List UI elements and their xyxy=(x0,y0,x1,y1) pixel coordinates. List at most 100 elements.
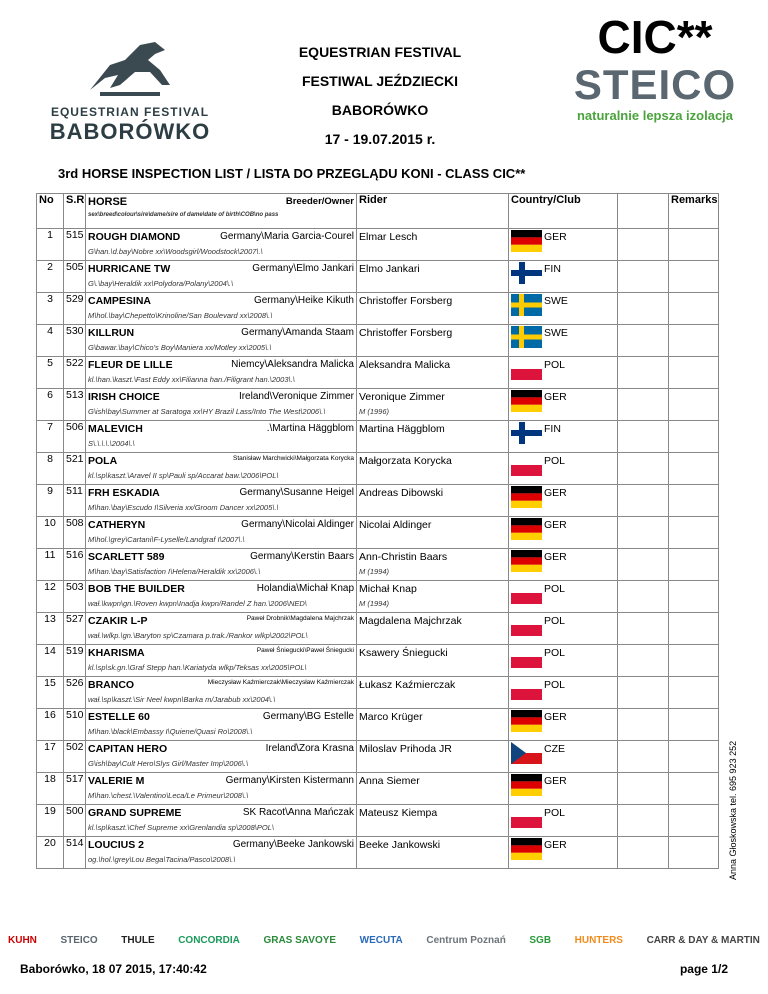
row-horse: CATHERYN Germany\Nicolai Aldinger M\hol.\… xyxy=(85,516,357,549)
breeder-label: Breeder/Owner xyxy=(285,196,354,207)
rider-name: Magdalena Majchrzak xyxy=(359,615,462,627)
row-horse: VALERIE M Germany\Kirsten Kistermann M\ha… xyxy=(85,772,357,805)
horse-name: FLEUR DE LILLE xyxy=(88,359,173,371)
flag-ger-icon xyxy=(511,550,542,572)
row-remarks xyxy=(668,292,719,325)
horse-name: HURRICANE TW xyxy=(88,263,171,275)
table-row: 7 506 MALEVICH .\Martina Häggblom S\.\.\.… xyxy=(36,420,719,453)
row-country: GER xyxy=(508,548,618,581)
row-remarks xyxy=(668,516,719,549)
row-no: 6 xyxy=(36,388,64,421)
row-horse: LOUCIUS 2 Germany\Beeke Jankowski og.\hol… xyxy=(85,836,357,869)
row-sreg: 516 xyxy=(63,548,86,581)
row-blank xyxy=(617,516,669,549)
sponsor-logo: THULE xyxy=(121,935,155,946)
col-sreg: S.Reg. xyxy=(63,193,86,229)
flag-cze-icon xyxy=(511,742,542,764)
row-sreg: 511 xyxy=(63,484,86,517)
table-row: 17 502 CAPITAN HERO Ireland\Zora Krasna G… xyxy=(36,740,719,773)
table-row: 8 521 POLA Stanisław Marchwicki\Małgorzat… xyxy=(36,452,719,485)
rider-name: Łukasz Kaźmierczak xyxy=(359,679,456,691)
row-sreg: 517 xyxy=(63,772,86,805)
row-blank xyxy=(617,708,669,741)
table-row: 11 516 SCARLETT 589 Germany\Kerstin Baars… xyxy=(36,548,719,581)
row-horse: GRAND SUPREME SK Racot\Anna Mańczak kl.\s… xyxy=(85,804,357,837)
rider-name: Nicolai Aldinger xyxy=(359,519,432,531)
row-remarks xyxy=(668,324,719,357)
row-rider: Łukasz Kaźmierczak xyxy=(356,676,509,709)
row-blank xyxy=(617,388,669,421)
table-row: 13 527 CZAKIR L-P Paweł Drobnik\Magdalena… xyxy=(36,612,719,645)
row-horse: KILLRUN Germany\Amanda Staam G\bawar.\bay… xyxy=(85,324,357,357)
rider-name: Martina Häggblom xyxy=(359,423,445,435)
row-country: POL xyxy=(508,356,618,389)
country-code: POL xyxy=(544,615,566,627)
horse-name: MALEVICH xyxy=(88,423,143,435)
row-rider: Andreas Dibowski xyxy=(356,484,509,517)
horse-name: CZAKIR L-P xyxy=(88,615,148,627)
breeder-owner: Germany\BG Estelle xyxy=(262,711,354,722)
col-horse: HORSE Breeder/Owner sex\breed\colour\sire… xyxy=(85,193,357,229)
row-horse: BRANCO Mieczysław Kaźmierczak\Mieczysław … xyxy=(85,676,357,709)
row-country: GER xyxy=(508,484,618,517)
horse-name: KHARISMA xyxy=(88,647,145,659)
row-rider: Ksawery Śniegucki xyxy=(356,644,509,677)
horse-details: M\han.\bay\Satisfaction I\Helena/Heraldi… xyxy=(88,567,261,576)
breeder-owner: Paweł Śniegucki\Paweł Śniegucki xyxy=(256,647,354,654)
table-row: 3 529 CAMPESINA Germany\Heike Kikuth M\ho… xyxy=(36,292,719,325)
flag-fin-icon xyxy=(511,262,542,284)
row-no: 16 xyxy=(36,708,64,741)
rider-name: Ann-Christin Baars xyxy=(359,551,448,563)
horse-details: G\.\bay\Heraldik xx\Polydora/Polany\2004… xyxy=(88,279,234,288)
row-blank xyxy=(617,804,669,837)
row-rider: Beeke Jankowski xyxy=(356,836,509,869)
horse-details: wał.\wlkp.\gn.\Baryton sp\Czamara p.trak… xyxy=(88,631,308,640)
flag-ger-icon xyxy=(511,774,542,796)
rider-name: Andreas Dibowski xyxy=(359,487,444,499)
row-country: POL xyxy=(508,644,618,677)
row-country: POL xyxy=(508,452,618,485)
flag-ger-icon xyxy=(511,390,542,412)
row-sreg: 500 xyxy=(63,804,86,837)
row-rider: Anna Siemer xyxy=(356,772,509,805)
breeder-owner: Germany\Elmo Jankari xyxy=(252,263,354,274)
contact-note: Anna Głoskowska tel. 695 923 252 xyxy=(728,740,738,880)
row-no: 2 xyxy=(36,260,64,293)
sponsor-logo-steico: CIC** STEICO naturalnie lepsza izolacja xyxy=(560,12,750,123)
horse-name: POLA xyxy=(88,455,118,467)
horse-details: og.\hol.\grey\Lou Bega\Tacina/Pasco\2008… xyxy=(88,855,236,864)
breeder-owner: Germany\Kerstin Baars xyxy=(250,551,354,562)
row-horse: CAPITAN HERO Ireland\Zora Krasna G\ish\ba… xyxy=(85,740,357,773)
rider-name: Marco Krüger xyxy=(359,711,423,723)
row-country: GER xyxy=(508,388,618,421)
row-sreg: 521 xyxy=(63,452,86,485)
title-line: EQUESTRIAN FESTIVAL xyxy=(298,44,462,60)
horse-name: ROUGH DIAMOND xyxy=(88,231,181,243)
row-country: FIN xyxy=(508,260,618,293)
table-row: 15 526 BRANCO Mieczysław Kaźmierczak\Miec… xyxy=(36,676,719,709)
row-rider: Ann-Christin Baars M (1994) xyxy=(356,548,509,581)
row-rider: Veronique Zimmer M (1996) xyxy=(356,388,509,421)
horse-name: FRH ESKADIA xyxy=(88,487,160,499)
row-rider: Miloslav Prihoda JR xyxy=(356,740,509,773)
breeder-owner: Germany\Heike Kikuth xyxy=(253,295,354,306)
horse-name: CAMPESINA xyxy=(88,295,152,307)
row-rider: Aleksandra Malicka xyxy=(356,356,509,389)
row-rider: Christoffer Forsberg xyxy=(356,324,509,357)
title-line: FESTIWAL JEŹDZIECKI xyxy=(301,73,459,89)
row-remarks xyxy=(668,580,719,613)
sponsor-logo: WECUTA xyxy=(359,935,403,946)
sponsor-logo: CARR & DAY & MARTIN xyxy=(646,935,760,946)
row-horse: FLEUR DE LILLE Niemcy\Aleksandra Malicka … xyxy=(85,356,357,389)
row-no: 1 xyxy=(36,228,64,261)
rider-name: Aleksandra Malicka xyxy=(359,359,451,371)
breeder-owner: Mieczysław Kaźmierczak\Mieczysław Kaźmie… xyxy=(207,679,354,686)
row-no: 17 xyxy=(36,740,64,773)
row-horse: IRISH CHOICE Ireland\Veronique Zimmer G\i… xyxy=(85,388,357,421)
row-country: POL xyxy=(508,676,618,709)
horse-details: G\ish\bay\Cult Hero\Slys Girl/Master Imp… xyxy=(88,759,249,768)
breeder-owner: SK Racot\Anna Mańczak xyxy=(242,807,354,818)
flag-pol-icon xyxy=(511,582,542,604)
row-sreg: 529 xyxy=(63,292,86,325)
row-sreg: 510 xyxy=(63,708,86,741)
